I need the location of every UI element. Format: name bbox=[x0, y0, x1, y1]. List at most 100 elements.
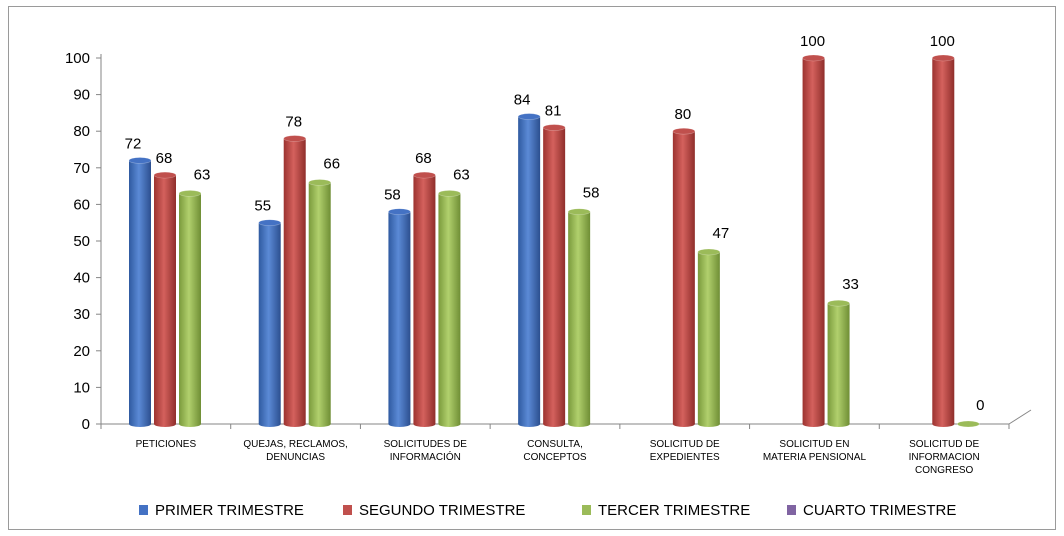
data-label: 58 bbox=[384, 187, 401, 204]
bar-body bbox=[518, 116, 541, 424]
bar-base bbox=[827, 421, 850, 427]
y-tick-label: 60 bbox=[73, 196, 90, 213]
x-category-label-line: CONGRESO bbox=[915, 465, 974, 476]
bar-body bbox=[129, 160, 151, 425]
bar-body bbox=[154, 175, 176, 424]
bar bbox=[672, 127, 696, 427]
bar bbox=[283, 135, 307, 427]
bar-top bbox=[258, 219, 282, 226]
bar-top bbox=[178, 190, 202, 197]
legend-swatch bbox=[787, 505, 796, 515]
legend-swatch bbox=[582, 505, 591, 515]
bar bbox=[517, 113, 541, 427]
bar bbox=[413, 171, 436, 427]
bar-body bbox=[413, 175, 436, 424]
x-category-label: PETICIONES bbox=[136, 439, 197, 450]
bar-base bbox=[543, 421, 566, 427]
data-label: 63 bbox=[194, 166, 211, 183]
chart-frame: 0 10 20 30 40 50 60 70 80 90 100 PETICIONES QUEJAS, … bbox=[8, 6, 1056, 530]
legend-item: CUARTO TRIMESTRE bbox=[787, 502, 956, 519]
bar-base bbox=[258, 421, 281, 427]
bar bbox=[697, 248, 721, 427]
x-category-label-line: INFORMACION bbox=[909, 452, 980, 463]
bar bbox=[153, 171, 177, 427]
bar-body bbox=[308, 182, 331, 424]
bar bbox=[956, 420, 980, 428]
bar-top bbox=[128, 157, 152, 164]
bar-body bbox=[568, 211, 591, 424]
bar-base bbox=[518, 421, 541, 427]
bar-body bbox=[932, 58, 955, 424]
y-tick-label: 100 bbox=[65, 50, 90, 67]
x-category-label-line: PETICIONES bbox=[136, 439, 197, 450]
x-category-label-line: SOLICITUDES DE bbox=[384, 439, 468, 450]
x-axis-floor-edge bbox=[1008, 409, 1032, 425]
bar-body bbox=[672, 131, 695, 424]
bar-body bbox=[258, 222, 281, 424]
bar bbox=[931, 54, 955, 427]
bar-top bbox=[308, 179, 332, 186]
x-category-label-line: CONCEPTOS bbox=[523, 452, 586, 463]
bar-base bbox=[932, 421, 955, 427]
bar-body bbox=[179, 193, 201, 424]
bar-top bbox=[413, 171, 436, 179]
bars bbox=[128, 54, 980, 428]
bar bbox=[802, 54, 825, 427]
x-category-label-line: SOLICITUD EN bbox=[779, 439, 849, 450]
legend-swatch bbox=[139, 505, 148, 515]
x-category-label-line: INFORMACIÓN bbox=[390, 450, 461, 463]
bar-body bbox=[827, 303, 850, 424]
x-category-label: SOLICITUDES DE INFORMACIÓN bbox=[384, 439, 468, 463]
legend-swatch bbox=[343, 505, 352, 515]
data-label: 58 bbox=[583, 185, 600, 202]
data-label: 80 bbox=[675, 106, 692, 123]
bar-body bbox=[388, 211, 411, 424]
bar-top bbox=[802, 54, 825, 62]
legend-label: CUARTO TRIMESTRE bbox=[803, 502, 956, 519]
data-label: 66 bbox=[323, 155, 340, 172]
x-category-label: SOLICITUD DE EXPEDIENTES bbox=[650, 439, 720, 463]
data-label: 0 bbox=[976, 397, 984, 414]
bar-base bbox=[154, 421, 176, 427]
bar-top bbox=[567, 208, 591, 216]
x-category-label-line: SOLICITUD DE bbox=[650, 439, 720, 450]
bar bbox=[827, 299, 850, 427]
y-tick-label: 0 bbox=[82, 416, 90, 433]
bar bbox=[388, 208, 411, 427]
bar-body bbox=[283, 138, 306, 424]
bar-base bbox=[697, 421, 720, 427]
y-tick-label: 50 bbox=[73, 233, 90, 250]
data-label: 33 bbox=[842, 276, 859, 293]
data-label: 63 bbox=[453, 166, 470, 183]
data-label: 78 bbox=[285, 114, 302, 131]
x-category-label-line: EXPEDIENTES bbox=[650, 452, 720, 463]
bar-base bbox=[672, 421, 695, 427]
bar bbox=[542, 124, 566, 427]
data-label: 100 bbox=[800, 33, 825, 50]
bar-base bbox=[802, 421, 825, 427]
bar-top bbox=[672, 127, 696, 135]
y-tick-label: 30 bbox=[73, 306, 90, 323]
data-label: 100 bbox=[930, 33, 955, 50]
bar bbox=[258, 219, 282, 427]
bar-base bbox=[179, 421, 201, 427]
data-label: 55 bbox=[254, 198, 271, 215]
bar-top bbox=[153, 171, 177, 179]
bar bbox=[438, 190, 461, 427]
y-tick-label: 20 bbox=[73, 343, 90, 360]
bar bbox=[308, 179, 332, 427]
bar-base bbox=[413, 421, 436, 427]
bar-base bbox=[308, 421, 331, 427]
legend-item: TERCER TRIMESTRE bbox=[582, 502, 750, 519]
data-label: 81 bbox=[545, 103, 562, 120]
bar-base bbox=[568, 421, 591, 427]
bar-chart: 0 10 20 30 40 50 60 70 80 90 100 PETICIONES QUEJAS, … bbox=[65, 33, 1032, 519]
legend-label: PRIMER TRIMESTRE bbox=[155, 502, 304, 519]
bar-top bbox=[438, 190, 461, 197]
bar-top bbox=[697, 248, 721, 256]
x-category-label-line: QUEJAS, RECLAMOS, bbox=[243, 439, 347, 450]
data-labels: 72 55 58 84 68 78 68 81 80 100 100 63 66 63 58 47 33 0 bbox=[125, 33, 985, 414]
legend-item: SEGUNDO TRIMESTRE bbox=[343, 502, 525, 519]
x-category-label-line: DENUNCIAS bbox=[266, 452, 325, 463]
bar-base bbox=[388, 421, 411, 427]
